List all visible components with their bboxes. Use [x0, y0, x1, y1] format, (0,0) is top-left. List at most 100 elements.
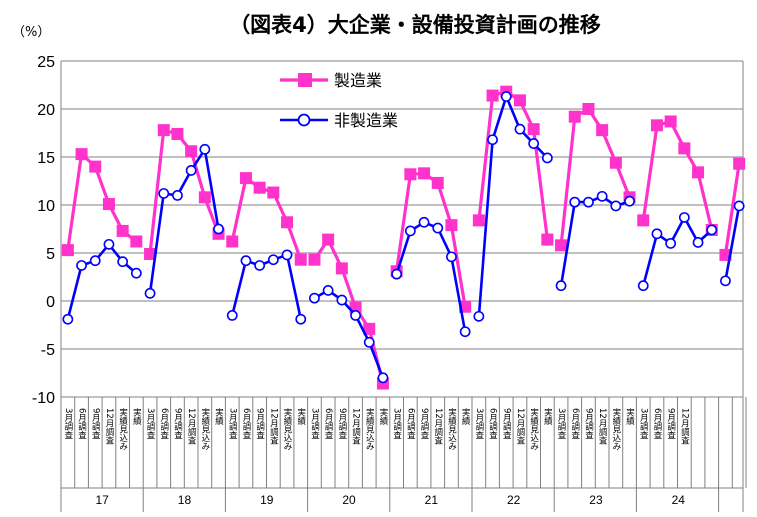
phase-label: 実績: [625, 407, 635, 426]
data-point: [569, 196, 581, 208]
series-line: [641, 119, 714, 231]
data-point: [500, 91, 512, 102]
legend-label: 非製造業: [334, 111, 398, 130]
series-line: [230, 253, 303, 320]
data-point: [295, 313, 307, 325]
data-point: [116, 224, 129, 237]
y-axis-unit: （%）: [12, 25, 50, 40]
data-point: [185, 145, 198, 158]
data-point: [692, 166, 705, 179]
data-point: [294, 253, 307, 266]
series-line: [66, 243, 138, 320]
year-label: 24: [672, 493, 686, 507]
phase-label: 6月調査: [159, 408, 169, 439]
data-point: [596, 124, 609, 137]
year-label: 23: [589, 493, 603, 507]
data-point: [487, 134, 498, 146]
data-point: [719, 248, 732, 261]
phase-label: 実績見込み: [118, 407, 128, 450]
data-point: [459, 326, 471, 338]
phase-label: 3月調査: [145, 408, 155, 439]
series-layer: [61, 85, 746, 390]
data-point: [678, 142, 691, 155]
data-point: [555, 239, 568, 252]
y-tick-label: -5: [41, 342, 55, 359]
data-point: [336, 294, 348, 306]
phase-label: 9月調査: [419, 408, 429, 439]
phase-label: 3月調査: [392, 408, 402, 439]
phase-label: 実績: [378, 407, 388, 426]
data-point: [309, 292, 320, 304]
phase-label: 12月調査: [104, 408, 114, 444]
series-line: [148, 148, 220, 294]
year-label: 20: [342, 493, 356, 507]
data-point: [281, 249, 293, 261]
data-point: [198, 191, 211, 204]
data-point: [720, 275, 731, 287]
data-point: [431, 176, 444, 189]
phase-label: 3月調査: [63, 408, 73, 439]
legend-label: 製造業: [334, 71, 382, 90]
year-label: 22: [507, 493, 521, 507]
data-point: [446, 251, 457, 263]
data-point: [76, 260, 87, 271]
legend-marker: [297, 113, 311, 127]
data-point: [473, 310, 485, 322]
data-point: [267, 254, 279, 266]
phase-label: 9月調査: [583, 408, 593, 439]
data-point: [308, 253, 321, 266]
data-point: [404, 168, 417, 181]
data-point: [226, 235, 239, 248]
data-point: [391, 268, 403, 280]
chart-title: （図表4）大企業・設備投資計画の推移: [229, 13, 601, 37]
data-point: [692, 237, 704, 248]
data-point: [486, 89, 499, 102]
data-point: [240, 255, 252, 267]
data-point: [650, 119, 663, 132]
data-point: [665, 237, 677, 249]
phase-label: 12月調査: [433, 408, 443, 444]
legend-marker: [298, 73, 312, 87]
y-tick-label: 0: [46, 294, 55, 311]
phase-label: 実績見込み: [611, 407, 621, 450]
data-point: [568, 110, 581, 123]
phase-label: 12月調査: [351, 408, 361, 444]
data-point: [583, 196, 594, 208]
data-point: [89, 255, 101, 267]
data-point: [541, 152, 553, 164]
data-point: [117, 256, 129, 268]
series-line: [395, 221, 467, 332]
series-line: [313, 238, 385, 384]
phase-label: 6月調査: [77, 408, 87, 439]
data-point: [199, 143, 211, 155]
data-point: [102, 198, 115, 211]
phase-label: 3月調査: [309, 408, 319, 439]
data-point: [514, 123, 526, 135]
data-point: [144, 247, 157, 260]
phase-label: 3月調査: [227, 408, 237, 439]
data-point: [363, 336, 375, 348]
data-point: [75, 148, 88, 161]
data-point: [377, 372, 389, 384]
year-label: 17: [95, 493, 109, 507]
phase-label: 実績: [460, 407, 470, 426]
series-line: [642, 216, 713, 286]
phase-label: 9月調査: [172, 408, 182, 439]
phase-label: 3月調査: [474, 408, 484, 439]
data-point: [733, 157, 746, 170]
data-point: [130, 267, 142, 279]
phase-label: 実績: [214, 407, 224, 426]
phase-label: 6月調査: [488, 408, 498, 439]
y-tick-label: 5: [46, 246, 55, 263]
phase-label: 3月調査: [556, 408, 566, 439]
data-point: [637, 280, 649, 292]
data-point: [350, 309, 361, 321]
phase-label: 実績見込み: [529, 407, 539, 450]
year-label: 18: [178, 493, 192, 507]
data-point: [322, 233, 335, 246]
phase-label: 6月調査: [323, 408, 333, 439]
data-point: [609, 156, 622, 169]
phase-label: 6月調査: [570, 408, 580, 439]
